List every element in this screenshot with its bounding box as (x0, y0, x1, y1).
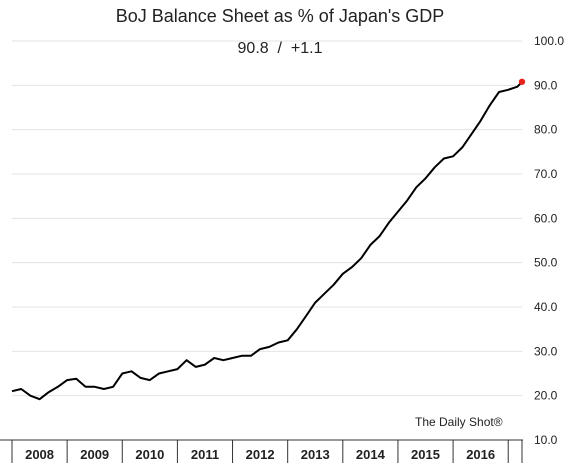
y-tick-label: 80.0 (534, 123, 558, 137)
series-layer (11, 78, 526, 401)
x-tick-label: 2009 (80, 447, 109, 462)
last-data-point (518, 78, 526, 85)
x-tick-label: 2014 (356, 447, 386, 462)
source-annotation: The Daily Shot® (415, 415, 503, 429)
x-tick-label: 2016 (466, 447, 495, 462)
y-tick-label: 60.0 (534, 211, 558, 225)
y-tick-label: 70.0 (534, 167, 558, 181)
grid-lines (12, 40, 522, 397)
x-tick-label: 2008 (25, 447, 54, 462)
x-tick-label: 2010 (135, 447, 164, 462)
x-axis: 2008 2009 2010 2011 2012 2013 2014 2015 2016 (0, 439, 523, 463)
y-tick-label: 30.0 (534, 344, 558, 358)
chart-title: BoJ Balance Sheet as % of Japan's GDP (115, 6, 445, 26)
y-tick-label: 100.0 (534, 34, 564, 48)
y-tick-label: 10.0 (534, 433, 558, 447)
x-tick-label: 2013 (301, 447, 330, 462)
y-tick-label: 20.0 (534, 389, 558, 403)
y-tick-label: 40.0 (534, 300, 558, 314)
y-tick-label: 50.0 (534, 256, 558, 270)
series-line (11, 81, 523, 401)
x-tick-label: 2011 (191, 447, 219, 462)
x-tick-label: 2015 (411, 447, 440, 462)
x-tick-label: 2012 (246, 447, 275, 462)
chart-subtitle: 90.8 / +1.1 (237, 40, 323, 57)
y-tick-label: 90.0 (534, 78, 558, 92)
y-axis-ticks: 100.0 90.0 80.0 70.0 60.0 50.0 40.0 30.0 20.0 10.… (534, 34, 564, 447)
